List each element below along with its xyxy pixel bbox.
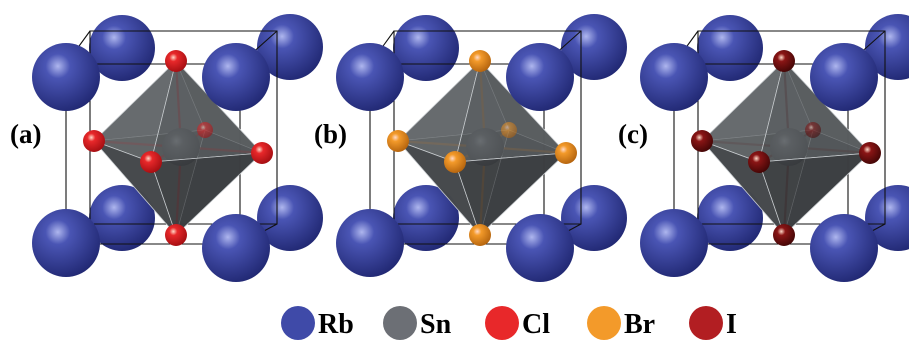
panel-label: (c)	[618, 119, 648, 149]
rb-atom	[393, 185, 459, 251]
sn-octahedron	[397, 59, 567, 236]
rb-atom	[89, 185, 155, 251]
legend-item-rb: Rb	[281, 306, 354, 340]
panel-label: (b)	[314, 119, 347, 149]
panel-br: (b)	[314, 14, 627, 282]
legend-label: Cl	[522, 309, 550, 340]
rb-atom	[810, 214, 878, 282]
legend-label: I	[726, 309, 737, 340]
rb-atom	[810, 43, 878, 111]
halide-atom	[501, 122, 517, 138]
halide-atom	[773, 50, 795, 72]
rb-atom	[32, 209, 100, 277]
halide-atom	[165, 50, 187, 72]
rb-atom	[336, 43, 404, 111]
halide-atom	[859, 142, 881, 164]
rb-atom	[336, 209, 404, 277]
legend-label: Br	[624, 309, 655, 340]
panel-label: (a)	[10, 119, 41, 149]
rb-atom	[257, 185, 323, 251]
legend-item-br: Br	[587, 306, 655, 340]
halide-atom	[469, 50, 491, 72]
halide-atom	[387, 130, 409, 152]
rb-atom	[561, 185, 627, 251]
halide-atom	[251, 142, 273, 164]
legend-swatch	[689, 306, 723, 340]
halide-atom	[165, 224, 187, 246]
halide-atom	[805, 122, 821, 138]
rb-atom	[506, 43, 574, 111]
halide-atom	[83, 130, 105, 152]
rb-atom	[697, 185, 763, 251]
halide-atom	[773, 224, 795, 246]
structure-panels: (a) (b) (c)	[10, 14, 909, 282]
legend-swatch	[281, 306, 315, 340]
rb-atom	[202, 214, 270, 282]
legend: Rb Sn Cl Br I	[281, 306, 737, 340]
legend-swatch	[383, 306, 417, 340]
legend-item-sn: Sn	[383, 306, 452, 340]
rb-atom	[865, 185, 909, 251]
halide-atom	[444, 151, 466, 173]
legend-label: Rb	[318, 309, 354, 340]
legend-swatch	[587, 306, 621, 340]
halide-atom	[469, 224, 491, 246]
legend-item-cl: Cl	[485, 306, 550, 340]
halide-atom	[748, 151, 770, 173]
halide-atom	[691, 130, 713, 152]
halide-atom	[555, 142, 577, 164]
sn-octahedron	[701, 59, 871, 236]
legend-swatch	[485, 306, 519, 340]
rb-atom	[32, 43, 100, 111]
panel-cl: (a)	[10, 14, 323, 282]
sn-octahedron	[93, 59, 263, 236]
halide-atom	[197, 122, 213, 138]
halide-atom	[140, 151, 162, 173]
legend-label: Sn	[420, 309, 452, 340]
panel-i: (c)	[618, 14, 909, 282]
rb-atom	[640, 43, 708, 111]
rb-atom	[202, 43, 270, 111]
legend-item-i: I	[689, 306, 737, 340]
rb-atom	[506, 214, 574, 282]
rb-atom	[640, 209, 708, 277]
